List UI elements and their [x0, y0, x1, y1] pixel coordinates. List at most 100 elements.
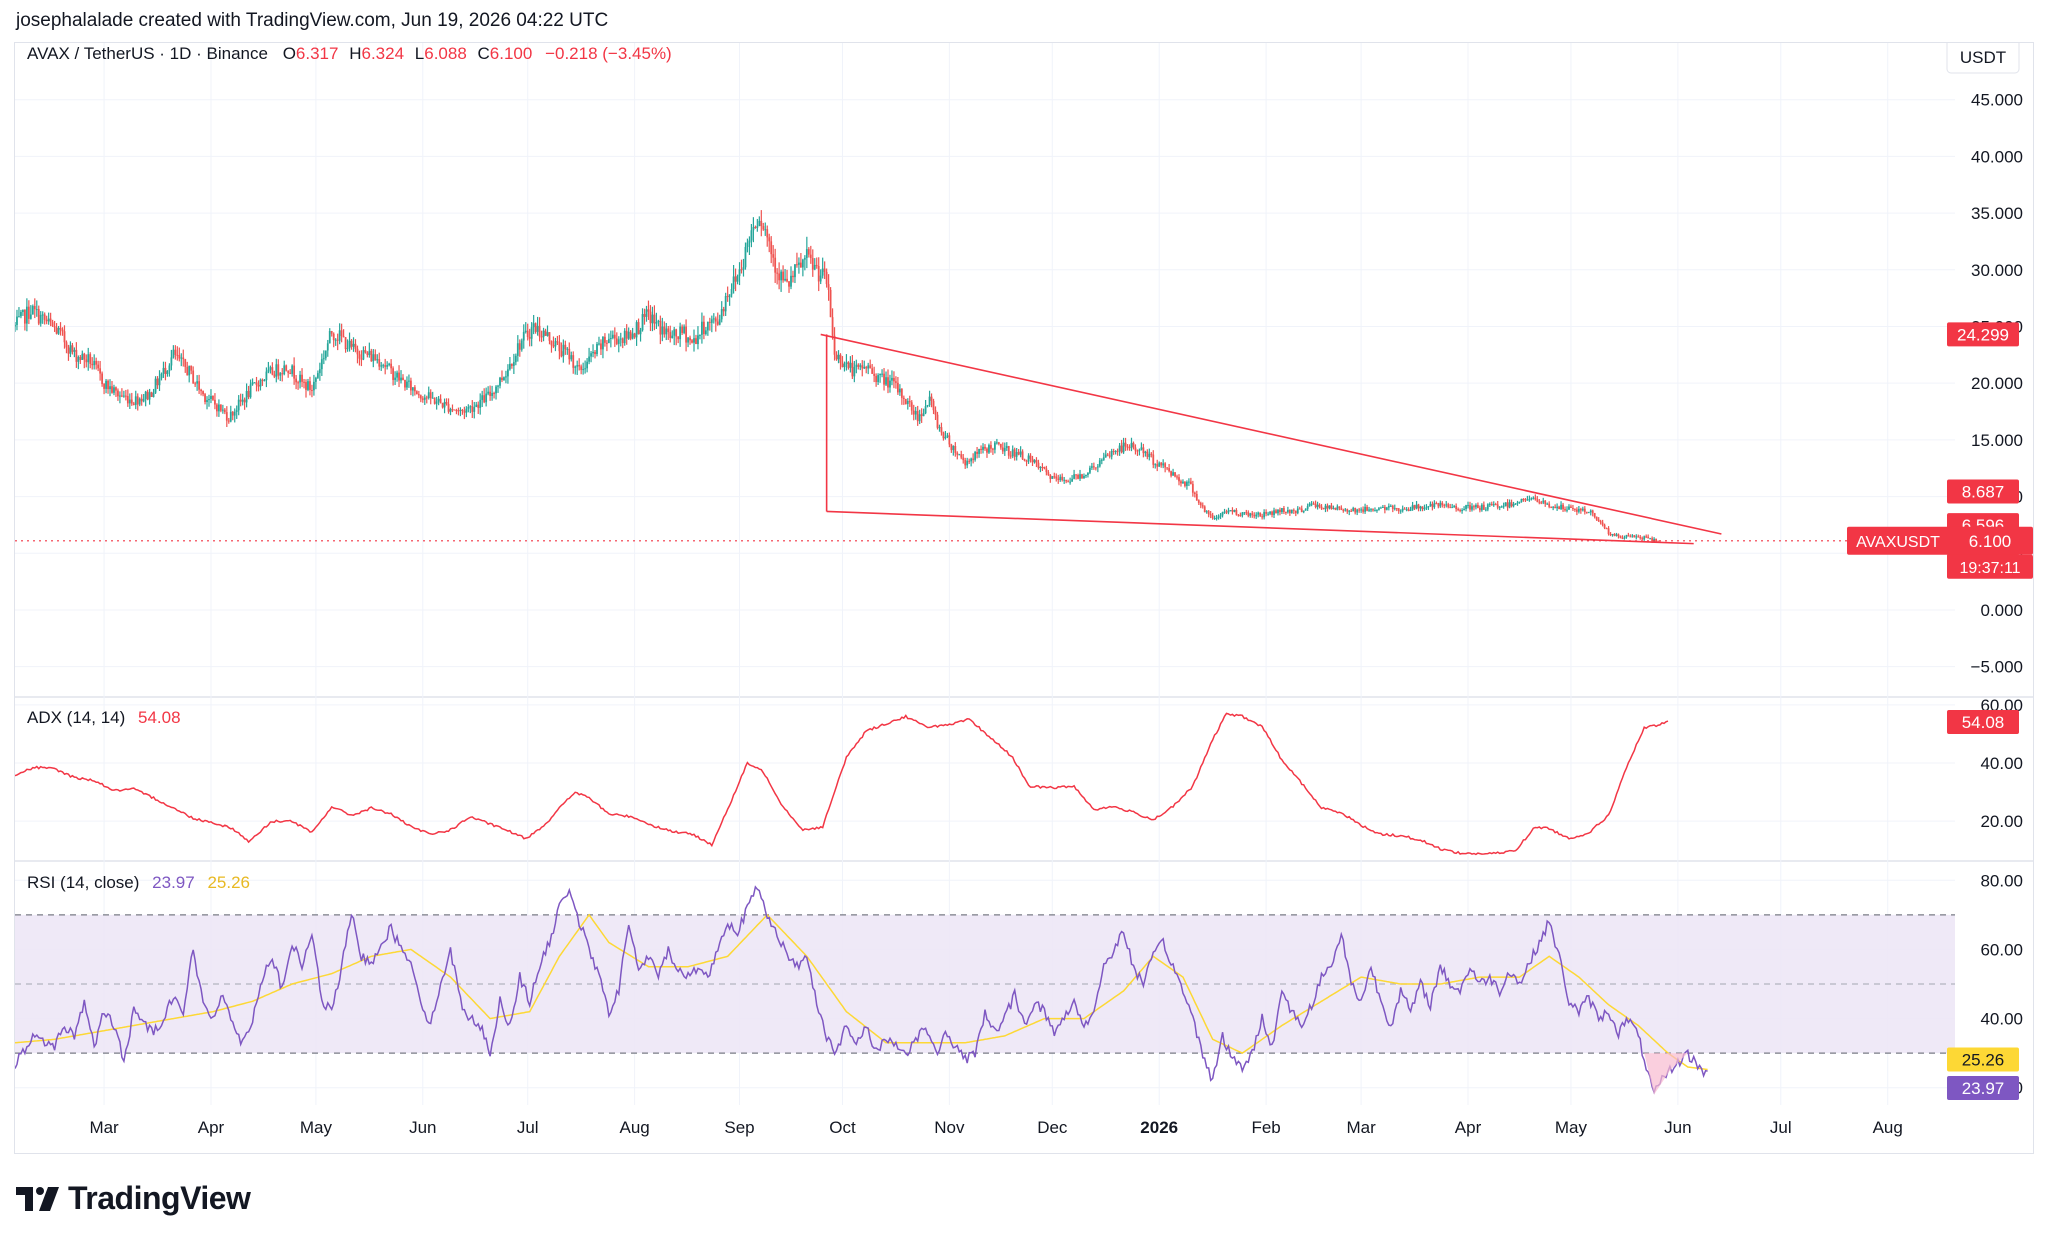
candle-body [328, 331, 331, 344]
candle-body [1548, 503, 1551, 507]
candle-body [1217, 516, 1220, 518]
candle-body [960, 454, 963, 458]
x-tick-label: Apr [198, 1118, 225, 1137]
candle-body [1621, 537, 1624, 539]
candle-body [655, 322, 658, 324]
candle-body [1203, 506, 1206, 513]
trendline-upper [820, 333, 1722, 535]
candle-body [1583, 508, 1586, 512]
candle-body [1423, 508, 1426, 510]
candle-body [200, 389, 202, 392]
candle-body [330, 331, 333, 334]
candle-body [271, 367, 274, 375]
candle-body [307, 381, 309, 390]
candle-body [67, 347, 70, 354]
candle-body [1283, 508, 1285, 512]
candle-body [920, 414, 923, 417]
candle-body [1651, 538, 1654, 542]
candle-body [1172, 472, 1174, 476]
candle-body [643, 314, 646, 317]
candle-body [724, 296, 727, 312]
x-tick-label: Sep [724, 1118, 754, 1137]
candle-body [1510, 502, 1513, 507]
countdown-badge: 19:37:11 [1947, 554, 2033, 579]
candle-body [1385, 507, 1388, 510]
candle-body [1441, 502, 1444, 505]
candle-body [1334, 507, 1337, 510]
candle-body [229, 411, 232, 422]
candle-body [445, 401, 448, 404]
candle-body [790, 275, 792, 287]
candle-body [485, 393, 488, 403]
candle-body [1411, 505, 1414, 510]
candle-body [807, 249, 810, 255]
candle-body [1090, 466, 1093, 468]
candle-body [552, 345, 555, 347]
candle-body [255, 382, 258, 385]
candle-body [162, 367, 165, 374]
candle-body [841, 362, 844, 368]
candle-body [479, 399, 482, 408]
candle-body [184, 359, 187, 367]
candle-body [1152, 454, 1155, 465]
candle-body [384, 365, 387, 367]
candle-body [942, 432, 945, 439]
candle-body [906, 401, 909, 404]
candle-body [1508, 502, 1511, 508]
candle-body [534, 323, 537, 332]
candle-body [1496, 504, 1499, 508]
candle-body [1615, 534, 1618, 536]
candle-body [499, 377, 501, 386]
candle-body [1498, 506, 1501, 508]
candle-body [1247, 512, 1250, 516]
candle-body [413, 387, 416, 392]
candle-body [1579, 508, 1582, 511]
candle-body [1186, 481, 1188, 486]
candle-body [895, 381, 897, 383]
candle-body [314, 377, 317, 382]
candle-body [43, 314, 46, 320]
candle-body [635, 322, 638, 338]
candle-body [340, 330, 343, 337]
candle-body [1623, 537, 1626, 539]
candle-body [645, 309, 648, 317]
candle-body [122, 395, 125, 397]
candle-body [865, 366, 868, 369]
candle-body [849, 362, 852, 368]
candle-body [1348, 510, 1351, 512]
candle-body [1308, 503, 1311, 507]
candle-body [1047, 472, 1050, 475]
candle-body [1174, 472, 1176, 477]
candle-body [647, 309, 650, 312]
chart-canvas[interactable]: AVAX / TetherUS · 1D · Binance O6.317 H6… [14, 38, 2033, 1153]
candle-body [20, 312, 22, 317]
candle-body [900, 388, 903, 398]
candle-body [1528, 499, 1531, 501]
candle-body [621, 338, 624, 344]
candle-body [1415, 504, 1418, 509]
candle-body [71, 345, 74, 352]
candle-body [695, 338, 697, 345]
candle-body [768, 237, 771, 242]
candle-body [481, 395, 484, 400]
candle-body [609, 338, 612, 339]
candle-body [1591, 510, 1594, 514]
candle-body [463, 410, 466, 413]
candle-body [216, 404, 218, 412]
candle-body [1057, 478, 1060, 480]
candle-body [993, 442, 996, 450]
candle-body [968, 460, 971, 462]
candle-body [483, 395, 486, 403]
candle-body [999, 444, 1002, 448]
candle-body [1176, 476, 1178, 478]
candle-body [948, 435, 951, 445]
price-badge-text: 24.299 [1957, 325, 2009, 344]
candle-body [1467, 505, 1469, 507]
candle-body [22, 309, 24, 313]
candle-body [208, 399, 210, 401]
currency-label: USDT [1960, 48, 2006, 67]
candle-body [1399, 510, 1402, 512]
candle-body [744, 246, 747, 268]
candle-body [625, 330, 628, 339]
candle-body [59, 327, 62, 330]
